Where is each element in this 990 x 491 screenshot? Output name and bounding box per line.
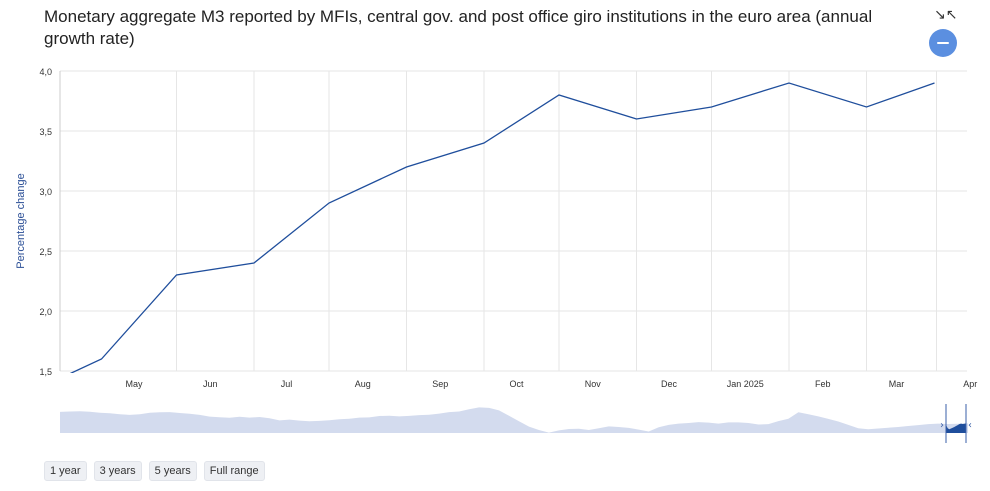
data-point[interactable] (174, 273, 179, 278)
y-tick-label: 3,5 (39, 127, 52, 137)
x-tick-label: Jan 2025 (727, 379, 764, 389)
y-tick-label: 4,0 (39, 67, 52, 77)
x-tick-label: Nov (585, 379, 602, 389)
x-tick-label: Jul (281, 379, 293, 389)
data-point[interactable] (864, 105, 869, 110)
data-point[interactable] (932, 81, 937, 86)
range-3-years-button[interactable]: 3 years (93, 461, 142, 481)
x-tick-label: May (125, 379, 143, 389)
range-full-button[interactable]: Full range (203, 461, 265, 481)
data-point[interactable] (787, 81, 792, 86)
chart-title: Monetary aggregate M3 reported by MFIs, … (44, 7, 873, 48)
range-1-year-button[interactable]: 1 year (44, 461, 87, 481)
y-tick-label: 2,5 (39, 247, 52, 257)
x-tick-label: Dec (661, 379, 678, 389)
x-tick-label: Sep (432, 379, 448, 389)
navigator-right-handle-icon[interactable]: ‹ (968, 420, 972, 431)
line-chart: 1,5 2,0 2,5 3,0 3,5 4,0 May Jun Jul Aug Sep Oct Nov D… (15, 67, 977, 443)
series-line (69, 82, 935, 373)
y-tick-label: 1,5 (39, 367, 52, 377)
menu-icon (937, 42, 949, 44)
y-tick-label: 3,0 (39, 187, 52, 197)
x-tick-label: Feb (815, 379, 831, 389)
chart-menu-button[interactable] (929, 29, 957, 57)
navigator-selected-area (946, 423, 966, 433)
y-axis-title: Percentage change (15, 173, 27, 268)
x-tick-label: Mar (889, 379, 905, 389)
x-tick-label: Aug (355, 379, 371, 389)
x-tick-label: Jun (203, 379, 218, 389)
data-point[interactable] (327, 201, 332, 206)
data-point[interactable] (99, 357, 104, 362)
y-tick-label: 2,0 (39, 307, 52, 317)
range-5-years-button[interactable]: 5 years (148, 461, 197, 481)
data-point[interactable] (634, 117, 639, 122)
data-point[interactable] (252, 261, 257, 266)
data-point[interactable] (709, 105, 714, 110)
data-point[interactable] (557, 93, 562, 98)
x-tick-label: Apr (963, 379, 977, 389)
range-selector: 1 year 3 years 5 years Full range (44, 461, 265, 481)
data-point[interactable] (482, 141, 487, 146)
navigator-area (60, 407, 968, 433)
x-tick-label: Oct (509, 379, 524, 389)
navigator-left-handle-icon[interactable]: › (940, 420, 944, 431)
data-point[interactable] (404, 165, 409, 170)
